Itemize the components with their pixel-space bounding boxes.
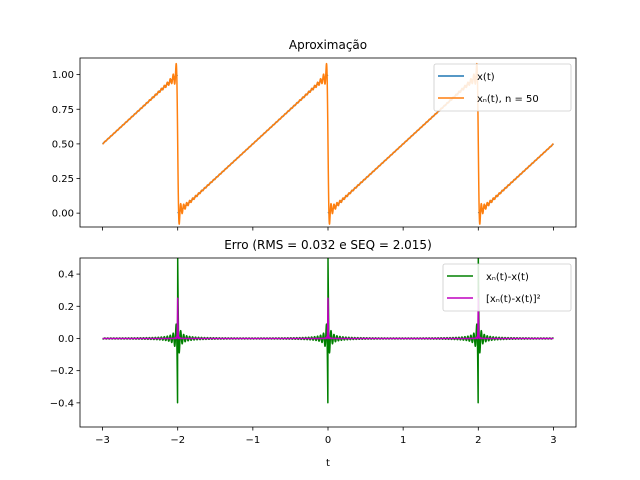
legend-bottom: xₙ(t)-x(t) [xₙ(t)-x(t)]² bbox=[442, 263, 572, 312]
x-tick-label: 2 bbox=[475, 435, 481, 446]
legend-label-xt: x(t) bbox=[477, 72, 495, 83]
y-tick-label: 0.2 bbox=[58, 302, 74, 313]
x-tick-label: −3 bbox=[95, 435, 110, 446]
series-line-top-1 bbox=[101, 62, 555, 225]
x-tick-label: −2 bbox=[170, 435, 185, 446]
subplot-approximation: Aproximação 0.00 0.25 0.50 0.75 1.00 x(t) xₙ… bbox=[52, 38, 577, 231]
subplot-error: Erro (RMS = 0.032 e SEQ = 2.015) −0.4 −0.… bbox=[50, 238, 577, 469]
x-axis-label: t bbox=[326, 458, 330, 469]
y-tick-label: 1.00 bbox=[52, 70, 74, 81]
legend-box-bottom bbox=[442, 263, 572, 312]
x-tick-label: 3 bbox=[550, 435, 556, 446]
legend-label-error: xₙ(t)-x(t) bbox=[486, 272, 529, 283]
y-tick-label: 0.4 bbox=[58, 270, 74, 281]
legend-top: x(t) xₙ(t), n = 50 bbox=[433, 63, 572, 112]
chart-title-bottom: Erro (RMS = 0.032 e SEQ = 2.015) bbox=[224, 238, 432, 252]
y-tick-label: 0.00 bbox=[52, 209, 74, 220]
legend-label-squared-error: [xₙ(t)-x(t)]² bbox=[486, 294, 541, 305]
y-tick-label: −0.2 bbox=[50, 366, 74, 377]
y-tick-label: 0.25 bbox=[52, 174, 74, 185]
x-tick-label: −1 bbox=[245, 435, 260, 446]
x-tick-label: 1 bbox=[400, 435, 406, 446]
y-tick-label: 0.75 bbox=[52, 105, 74, 116]
legend-label-xnt: xₙ(t), n = 50 bbox=[477, 94, 539, 105]
y-tick-label: 0.0 bbox=[58, 334, 74, 345]
chart-title-top: Aproximação bbox=[289, 38, 367, 52]
y-tick-label: 0.50 bbox=[52, 139, 74, 150]
x-tick-label: 0 bbox=[325, 435, 331, 446]
legend-box-top bbox=[433, 63, 572, 112]
y-tick-label: −0.4 bbox=[50, 398, 74, 409]
